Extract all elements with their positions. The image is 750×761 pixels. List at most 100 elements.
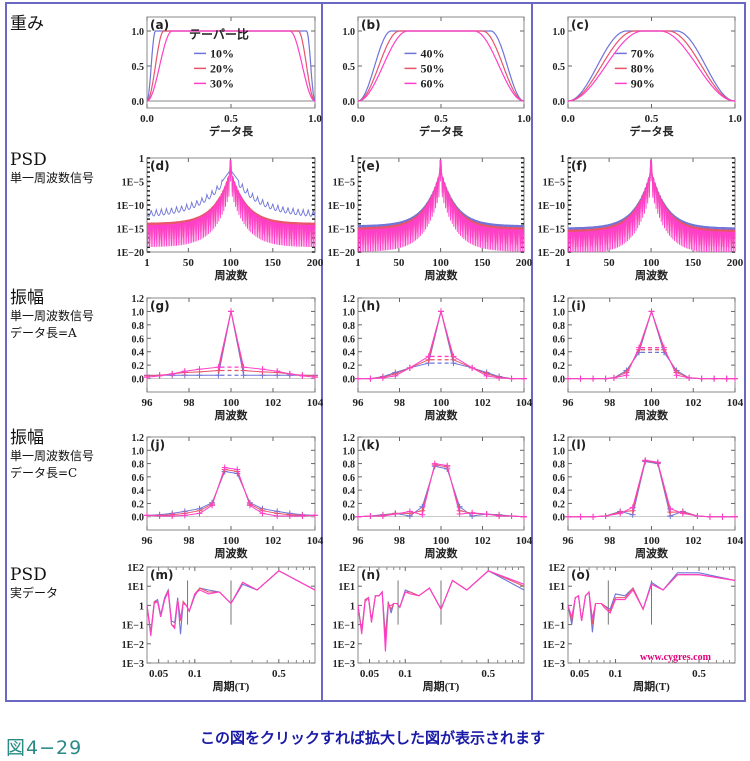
y-tick-label: 1 — [350, 154, 355, 165]
data-marker — [234, 466, 241, 473]
x-tick-label: 98 — [604, 535, 616, 547]
y-tick-label: 1E−3 — [543, 659, 565, 670]
figure-frame — [5, 2, 746, 702]
data-marker — [483, 511, 490, 518]
data-marker — [577, 513, 584, 520]
data-marker — [521, 513, 527, 520]
x-tick-label: 102 — [474, 397, 491, 409]
y-tick-label: 0.6 — [553, 473, 566, 484]
row-label-sub: 実データ — [10, 586, 59, 600]
y-tick-label: 1.0 — [553, 27, 566, 38]
column-divider — [321, 2, 323, 702]
y-tick-label: 0.5 — [553, 62, 566, 73]
y-tick-label: 0.0 — [553, 513, 566, 524]
x-tick-label: 104 — [516, 535, 533, 547]
x-tick-label: 1 — [144, 257, 150, 269]
chart-b: 0.0 0.5 1.0 0.0 0.5 1.0 データ長 40%50%60% (b) — [343, 16, 531, 138]
row-label-amp-c: 振幅 単一周波数信号 データ長=C — [10, 428, 94, 482]
data-marker — [719, 513, 726, 520]
y-tick-label: 1.0 — [343, 27, 356, 38]
chart-o: 1E−3 1E−2 1E−1 1 1E1 1E2 0.05 0.1 0.5 周期(T) (o) — [543, 563, 736, 693]
panel-label: (j) — [150, 438, 165, 452]
y-tick-label: 0.4 — [553, 348, 566, 359]
legend-label: 70% — [631, 46, 655, 60]
data-marker — [610, 374, 617, 381]
panel-label: (a) — [150, 18, 169, 32]
x-axis-label: データ長 — [630, 124, 675, 138]
data-marker — [698, 375, 705, 382]
row-label-psd-real: PSD 実データ — [10, 565, 58, 602]
series-line — [568, 30, 735, 102]
y-tick-label: 0.2 — [553, 361, 566, 372]
x-tick-label: 96 — [353, 535, 365, 547]
column-divider — [531, 2, 533, 702]
x-tick-label: 96 — [563, 397, 575, 409]
data-marker — [496, 513, 503, 520]
x-tick-label: 102 — [685, 397, 702, 409]
data-marker — [144, 374, 150, 381]
x-tick-label: 0.0 — [351, 113, 365, 125]
x-tick-label: 96 — [142, 397, 154, 409]
y-tick-label: 0.0 — [343, 97, 356, 108]
click-hint-link[interactable]: この図をクリックすれば拡大した図が表示されます — [200, 729, 546, 747]
series-line — [146, 30, 316, 102]
y-tick-label: 0.4 — [343, 486, 356, 497]
y-tick-label: 1 — [139, 154, 144, 165]
x-axis-label: 周波数 — [215, 268, 249, 282]
x-tick-label: 0.05 — [570, 668, 590, 680]
data-marker — [379, 374, 386, 381]
data-marker — [215, 364, 222, 371]
row-label-psd-single: PSD 単一周波数信号 — [10, 150, 94, 187]
series-line — [567, 159, 736, 253]
y-tick-label: 1 — [350, 601, 355, 612]
data-marker — [508, 513, 515, 520]
y-tick-label: 0.5 — [132, 62, 145, 73]
panel-label: (l) — [571, 438, 586, 452]
data-marker — [629, 504, 636, 511]
y-tick-label: 1E−2 — [122, 640, 144, 651]
y-tick-label: 1E2 — [338, 563, 355, 574]
x-tick-label: 104 — [307, 535, 324, 547]
data-marker — [450, 353, 457, 360]
panel-label: (g) — [150, 299, 170, 313]
data-marker — [496, 374, 503, 381]
data-marker — [299, 372, 306, 379]
series-line — [146, 570, 316, 637]
data-marker — [156, 372, 163, 379]
data-marker — [469, 509, 476, 516]
y-tick-label: 0.8 — [553, 460, 566, 471]
y-tick-label: 0.6 — [132, 334, 145, 345]
x-tick-label: 1.0 — [308, 113, 322, 125]
data-marker — [661, 344, 668, 351]
x-tick-label: 0.05 — [149, 668, 169, 680]
x-tick-label: 100 — [223, 397, 240, 409]
x-tick-label: 0.5 — [434, 113, 448, 125]
data-marker — [196, 366, 203, 373]
row-label-amp-a: 振幅 単一周波数信号 データ長=A — [10, 288, 94, 342]
panel-label: (d) — [150, 159, 170, 173]
chart-k: 0.0 0.2 0.4 0.6 0.8 1.0 1.2 96 98 100 102 104 周波数 (k) — [343, 433, 533, 560]
y-tick-label: 1.0 — [553, 446, 566, 457]
data-marker — [286, 370, 293, 377]
data-marker — [355, 513, 361, 520]
data-marker — [419, 511, 426, 518]
data-marker — [679, 510, 686, 517]
x-axis-label: 周波数 — [635, 546, 669, 560]
x-tick-label: 96 — [142, 535, 154, 547]
panel-label: (n) — [361, 568, 381, 582]
y-tick-label: 0.8 — [132, 460, 145, 471]
row-label-title: 重み — [10, 14, 44, 34]
data-marker — [723, 375, 730, 382]
data-marker — [617, 510, 624, 517]
chart-g: 0.0 0.2 0.4 0.6 0.8 1.0 1.2 96 98 100 102 104 周波数 (g) — [132, 294, 324, 422]
plot-area — [567, 436, 736, 531]
y-tick-label: 1E−5 — [122, 178, 144, 189]
x-axis-label: 周波数 — [215, 408, 249, 422]
x-tick-label: 104 — [727, 397, 744, 409]
row-label-sub: データ長=A — [10, 326, 77, 340]
x-tick-label: 98 — [394, 535, 406, 547]
data-marker — [196, 510, 203, 517]
y-tick-label: 1E−15 — [328, 225, 355, 236]
y-tick-label: 1.2 — [132, 294, 145, 305]
data-marker — [565, 513, 571, 520]
